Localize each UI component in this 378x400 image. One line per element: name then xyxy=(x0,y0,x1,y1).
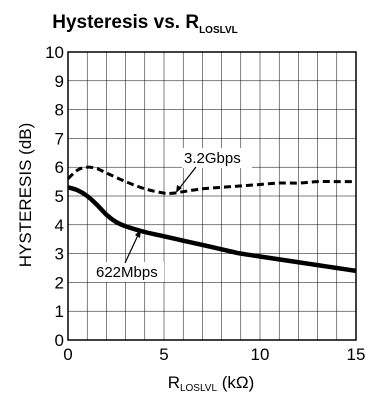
series-line-3-2gbps xyxy=(66,165,356,195)
y-tick-label: 2 xyxy=(55,273,64,292)
y-tick-label: 3 xyxy=(55,245,64,264)
annotation-3-2gbps-arrow xyxy=(177,166,197,191)
x-tick-label: 0 xyxy=(63,345,72,364)
y-tick-label: 9 xyxy=(55,72,64,91)
x-tick-label: 15 xyxy=(347,345,366,364)
chart-title-subscript: LOSLVL xyxy=(199,25,238,36)
y-tick-label: 6 xyxy=(55,158,64,177)
annotation-3-2gbps-label: 3.2Gbps xyxy=(184,150,241,167)
annotation-622mbps-arrow xyxy=(124,232,140,264)
x-axis-label-main: R xyxy=(168,373,180,392)
x-axis-label: RLOSLVL (kΩ) xyxy=(168,373,255,394)
chart-title-main: Hysteresis vs. R xyxy=(52,12,199,33)
annotation-3-2gbps-bg xyxy=(182,148,252,168)
grid xyxy=(67,51,357,341)
y-tick-label: 5 xyxy=(55,187,64,206)
x-tick-label: 10 xyxy=(251,345,270,364)
series-line-622mbps xyxy=(67,185,357,274)
y-axis-label: HYSTERESIS (dB) xyxy=(16,123,35,268)
y-tick-label: 8 xyxy=(55,101,64,120)
annotation-3-2gbps-arrowhead xyxy=(176,185,182,193)
tick-labels: 0 1 2 3 4 5 6 7 8 9 10 0 5 10 15 xyxy=(45,43,365,364)
y-tick-label: 1 xyxy=(55,302,64,321)
annotation-622mbps-arrowhead xyxy=(135,229,141,238)
x-axis-label-unit: (kΩ) xyxy=(217,373,254,392)
x-tick-label: 5 xyxy=(159,345,168,364)
annotation-622mbps-label: 622Mbps xyxy=(96,264,158,281)
y-tick-label: 7 xyxy=(55,129,64,148)
y-tick-label: 4 xyxy=(55,216,64,235)
series-layer xyxy=(66,165,357,274)
annotation-622mbps-bg xyxy=(94,262,164,282)
chart-title: Hysteresis vs. RLOSLVL xyxy=(52,12,238,36)
plot-frame xyxy=(67,51,357,341)
x-axis-label-subscript: LOSLVL xyxy=(180,383,217,394)
y-tick-label: 0 xyxy=(55,331,64,350)
y-tick-label: 10 xyxy=(45,43,64,62)
